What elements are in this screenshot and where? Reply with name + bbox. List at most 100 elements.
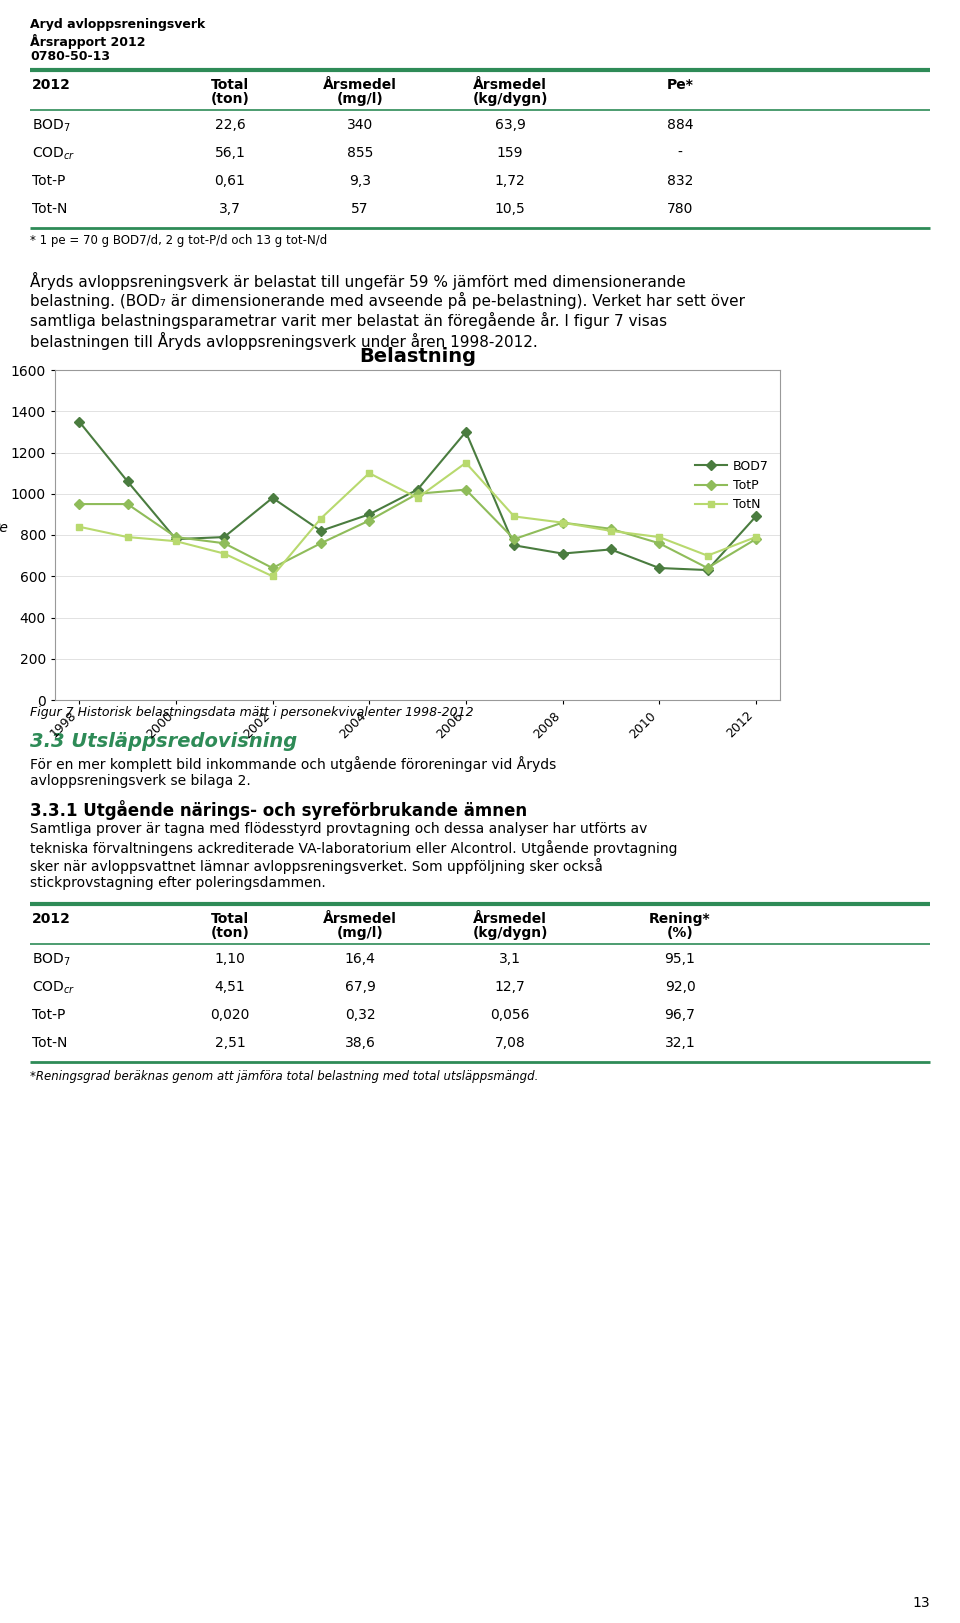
TotN	[509, 506, 520, 526]
TotN	[267, 566, 278, 586]
Text: 16,4: 16,4	[345, 953, 375, 966]
Text: 57: 57	[351, 201, 369, 216]
Text: 1,10: 1,10	[215, 953, 246, 966]
Line: BOD7: BOD7	[76, 419, 759, 573]
Text: 10,5: 10,5	[494, 201, 525, 216]
Text: Årsmedel: Årsmedel	[324, 912, 396, 927]
TotN	[605, 521, 616, 540]
BOD7	[509, 536, 520, 555]
Text: 2012: 2012	[32, 912, 71, 927]
BOD7	[654, 558, 665, 578]
TotN	[412, 489, 423, 508]
Text: * 1 pe = 70 g BOD7/d, 2 g tot-P/d och 13 g tot-N/d: * 1 pe = 70 g BOD7/d, 2 g tot-P/d och 13…	[30, 234, 327, 247]
Text: 38,6: 38,6	[345, 1035, 375, 1050]
BOD7	[605, 540, 616, 560]
Text: Årsrapport 2012: Årsrapport 2012	[30, 34, 146, 49]
Text: Tot-N: Tot-N	[32, 1035, 67, 1050]
Text: 159: 159	[496, 146, 523, 161]
Text: 3,1: 3,1	[499, 953, 521, 966]
TotN	[750, 527, 761, 547]
Text: 0,056: 0,056	[491, 1008, 530, 1022]
Text: 855: 855	[347, 146, 373, 161]
TotP	[315, 534, 326, 553]
TotP	[750, 529, 761, 549]
Text: 9,3: 9,3	[349, 174, 371, 188]
Text: 340: 340	[347, 118, 373, 131]
TotN	[315, 508, 326, 527]
Text: 56,1: 56,1	[215, 146, 246, 161]
Text: 884: 884	[667, 118, 693, 131]
BOD7	[315, 521, 326, 540]
TotN	[170, 531, 181, 550]
Text: Tot-N: Tot-N	[32, 201, 67, 216]
BOD7	[73, 412, 84, 432]
Text: 3.3.1 Utgående närings- och syreförbrukande ämnen: 3.3.1 Utgående närings- och syreförbruka…	[30, 800, 527, 820]
TotP	[509, 529, 520, 549]
Text: För en mer komplett bild inkommande och utgående föroreningar vid Åryds: För en mer komplett bild inkommande och …	[30, 756, 556, 773]
BOD7	[170, 529, 181, 549]
Text: stickprovstagning efter poleringsdammen.: stickprovstagning efter poleringsdammen.	[30, 876, 325, 889]
BOD7	[750, 506, 761, 526]
Text: 2012: 2012	[32, 78, 71, 93]
Text: 832: 832	[667, 174, 693, 188]
TotP	[605, 519, 616, 539]
Legend: BOD7, TotP, TotN: BOD7, TotP, TotN	[690, 454, 774, 516]
BOD7	[412, 480, 423, 500]
Text: *Reningsgrad beräknas genom att jämföra total belastning med total utsläppsmängd: *Reningsgrad beräknas genom att jämföra …	[30, 1070, 539, 1083]
Text: 780: 780	[667, 201, 693, 216]
Text: 3.3 Utsläppsredovisning: 3.3 Utsläppsredovisning	[30, 732, 298, 751]
Text: belastning. (BOD₇ är dimensionerande med avseende på pe-belastning). Verket har : belastning. (BOD₇ är dimensionerande med…	[30, 292, 745, 308]
Text: 0,020: 0,020	[210, 1008, 250, 1022]
TotN	[460, 453, 471, 472]
Text: tekniska förvaltningens ackrediterade VA-laboratorium eller Alcontrol. Utgående : tekniska förvaltningens ackrediterade VA…	[30, 841, 678, 855]
Text: 22,6: 22,6	[215, 118, 246, 131]
Text: (mg/l): (mg/l)	[337, 93, 383, 105]
Text: (kg/dygn): (kg/dygn)	[472, 927, 548, 940]
Text: Tot-P: Tot-P	[32, 1008, 65, 1022]
Text: 4,51: 4,51	[215, 980, 246, 993]
Text: Figur 7 Historisk belastningsdata mätt i personekvivalenter 1998-2012: Figur 7 Historisk belastningsdata mätt i…	[30, 706, 473, 719]
TotN	[557, 513, 568, 532]
Text: Årsmedel: Årsmedel	[473, 78, 547, 93]
TotN	[122, 527, 133, 547]
TotN	[73, 518, 84, 537]
Text: 92,0: 92,0	[664, 980, 695, 993]
Text: (ton): (ton)	[210, 927, 250, 940]
Line: TotN: TotN	[76, 459, 759, 579]
Text: 1,72: 1,72	[494, 174, 525, 188]
Text: Total: Total	[211, 912, 249, 927]
Text: sker när avloppsvattnet lämnar avloppsreningsverket. Som uppföljning sker också: sker när avloppsvattnet lämnar avloppsre…	[30, 859, 603, 873]
Text: 0,32: 0,32	[345, 1008, 375, 1022]
TotP	[702, 558, 713, 578]
Text: 63,9: 63,9	[494, 118, 525, 131]
Text: avloppsreningsverk se bilaga 2.: avloppsreningsverk se bilaga 2.	[30, 774, 251, 789]
Text: (%): (%)	[666, 927, 693, 940]
TotP	[654, 534, 665, 553]
Text: (mg/l): (mg/l)	[337, 927, 383, 940]
Text: belastningen till Åryds avloppsreningsverk under åren 1998-2012.: belastningen till Åryds avloppsreningsve…	[30, 333, 538, 351]
Text: Åryds avloppsreningsverk är belastat till ungefär 59 % jämfört med dimensioneran: Åryds avloppsreningsverk är belastat til…	[30, 273, 685, 291]
Line: TotP: TotP	[76, 487, 759, 571]
Text: -: -	[678, 146, 683, 161]
TotP	[557, 513, 568, 532]
BOD7	[219, 527, 230, 547]
TotP	[122, 495, 133, 514]
BOD7	[702, 560, 713, 579]
Text: 7,08: 7,08	[494, 1035, 525, 1050]
Text: (kg/dygn): (kg/dygn)	[472, 93, 548, 105]
TotN	[364, 464, 375, 484]
Text: Årsmedel: Årsmedel	[473, 912, 547, 927]
Text: 13: 13	[912, 1595, 930, 1610]
Text: COD$_{cr}$: COD$_{cr}$	[32, 980, 75, 997]
Text: Årsmedel: Årsmedel	[324, 78, 396, 93]
BOD7	[122, 472, 133, 492]
Text: BOD$_7$: BOD$_7$	[32, 953, 71, 969]
BOD7	[267, 489, 278, 508]
TotP	[364, 511, 375, 531]
Text: BOD$_7$: BOD$_7$	[32, 118, 71, 135]
Text: 2,51: 2,51	[215, 1035, 246, 1050]
Text: 67,9: 67,9	[345, 980, 375, 993]
TotP	[73, 495, 84, 514]
TotN	[654, 527, 665, 547]
Text: Samtliga prover är tagna med flödesstyrd provtagning och dessa analyser har utfö: Samtliga prover är tagna med flödesstyrd…	[30, 821, 647, 836]
